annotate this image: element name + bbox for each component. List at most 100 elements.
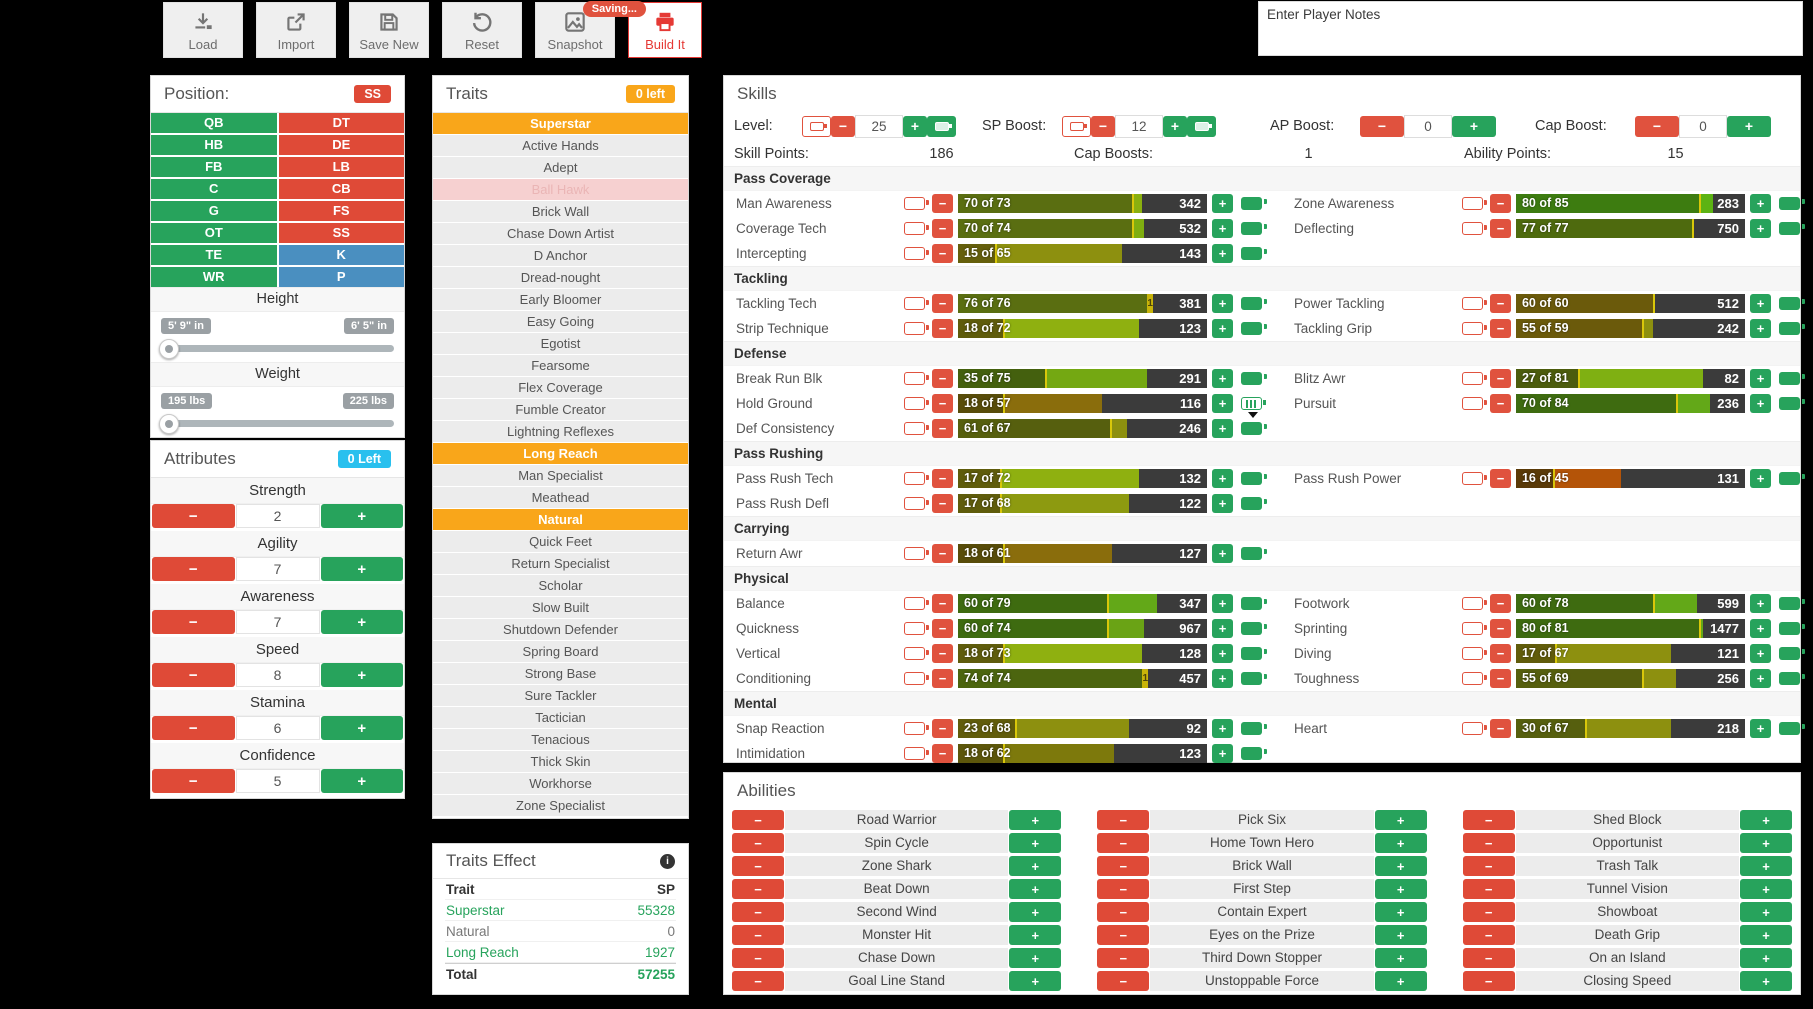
skill-increase-button[interactable] bbox=[1750, 369, 1771, 388]
skill-min-battery-button[interactable] bbox=[904, 247, 929, 260]
ability-increase-button[interactable] bbox=[1009, 902, 1062, 922]
ability-decrease-button[interactable] bbox=[732, 810, 784, 830]
attribute-increase-button[interactable] bbox=[320, 663, 403, 687]
trait-item-meathead[interactable]: Meathead bbox=[433, 487, 688, 508]
trait-item-lightning-reflexes[interactable]: Lightning Reflexes bbox=[433, 421, 688, 442]
trait-item-quick-feet[interactable]: Quick Feet bbox=[433, 531, 688, 552]
skill-max-battery-button[interactable] bbox=[1240, 222, 1267, 235]
load-button[interactable]: Load bbox=[163, 2, 243, 58]
skill-decrease-button[interactable] bbox=[1489, 619, 1511, 638]
weight-slider[interactable] bbox=[159, 414, 394, 434]
trait-item-active-hands[interactable]: Active Hands bbox=[433, 135, 688, 156]
cap-boost-decrease-button[interactable] bbox=[1635, 115, 1679, 137]
skill-min-battery-button[interactable] bbox=[904, 497, 929, 510]
skill-increase-button[interactable] bbox=[1750, 294, 1771, 313]
ability-decrease-button[interactable] bbox=[1462, 833, 1515, 853]
height-slider[interactable] bbox=[159, 339, 394, 359]
skill-decrease-button[interactable] bbox=[932, 594, 953, 613]
position-button-hb[interactable]: HB bbox=[151, 135, 277, 155]
ability-increase-button[interactable] bbox=[1374, 833, 1427, 853]
position-button-wr[interactable]: WR bbox=[151, 267, 277, 287]
ability-decrease-button[interactable] bbox=[1462, 971, 1515, 991]
skill-increase-button[interactable] bbox=[1211, 719, 1233, 738]
trait-item-fearsome[interactable]: Fearsome bbox=[433, 355, 688, 376]
trait-item-man-specialist[interactable]: Man Specialist bbox=[433, 465, 688, 486]
trait-item-long-reach[interactable]: Long Reach bbox=[433, 443, 688, 464]
skill-increase-button[interactable] bbox=[1211, 419, 1233, 438]
skill-min-battery-button[interactable] bbox=[1461, 622, 1487, 635]
attribute-decrease-button[interactable] bbox=[152, 769, 235, 793]
skill-increase-button[interactable] bbox=[1211, 544, 1233, 563]
ability-increase-button[interactable] bbox=[1374, 810, 1427, 830]
skill-max-battery-button[interactable] bbox=[1240, 372, 1267, 385]
skill-max-battery-button[interactable] bbox=[1779, 222, 1805, 235]
trait-item-superstar[interactable]: Superstar bbox=[433, 113, 688, 134]
skill-min-battery-button[interactable] bbox=[1461, 222, 1487, 235]
position-button-cb[interactable]: CB bbox=[278, 179, 404, 199]
ability-decrease-button[interactable] bbox=[1462, 810, 1515, 830]
trait-item-shutdown-defender[interactable]: Shutdown Defender bbox=[433, 619, 688, 640]
attribute-decrease-button[interactable] bbox=[152, 716, 235, 740]
skill-max-battery-button[interactable] bbox=[1240, 197, 1267, 210]
skill-min-battery-button[interactable] bbox=[1461, 322, 1487, 335]
skill-increase-button[interactable] bbox=[1211, 219, 1233, 238]
skill-decrease-button[interactable] bbox=[932, 244, 953, 263]
trait-item-easy-going[interactable]: Easy Going bbox=[433, 311, 688, 332]
skill-min-battery-button[interactable] bbox=[904, 597, 929, 610]
position-button-lb[interactable]: LB bbox=[278, 157, 404, 177]
skill-increase-button[interactable] bbox=[1211, 244, 1233, 263]
skill-min-battery-button[interactable] bbox=[904, 472, 929, 485]
info-icon[interactable]: i bbox=[660, 853, 675, 869]
skill-min-battery-button[interactable] bbox=[904, 672, 929, 685]
position-button-fb[interactable]: FB bbox=[151, 157, 277, 177]
ability-decrease-button[interactable] bbox=[732, 879, 784, 899]
skill-increase-button[interactable] bbox=[1750, 669, 1771, 688]
skill-max-battery-button[interactable] bbox=[1240, 597, 1267, 610]
level-value[interactable]: 25 bbox=[855, 114, 903, 138]
trait-item-ball-hawk[interactable]: Ball Hawk bbox=[433, 179, 688, 200]
ability-increase-button[interactable] bbox=[1009, 833, 1062, 853]
ability-increase-button[interactable] bbox=[1009, 856, 1062, 876]
position-button-c[interactable]: C bbox=[151, 179, 277, 199]
ability-increase-button[interactable] bbox=[1374, 925, 1427, 945]
level-increase-button[interactable] bbox=[903, 115, 927, 137]
ability-increase-button[interactable] bbox=[1739, 925, 1792, 945]
skill-increase-button[interactable] bbox=[1211, 619, 1233, 638]
cap-boost-increase-button[interactable] bbox=[1727, 115, 1771, 137]
skill-decrease-button[interactable] bbox=[932, 644, 953, 663]
skill-increase-button[interactable] bbox=[1211, 669, 1233, 688]
ability-increase-button[interactable] bbox=[1739, 971, 1792, 991]
ability-decrease-button[interactable] bbox=[732, 948, 784, 968]
skill-max-battery-button[interactable] bbox=[1240, 322, 1267, 335]
skill-max-battery-button[interactable] bbox=[1779, 672, 1805, 685]
skill-decrease-button[interactable] bbox=[1489, 219, 1511, 238]
save-new-button[interactable]: Save New bbox=[349, 2, 429, 58]
ability-decrease-button[interactable] bbox=[1462, 856, 1515, 876]
cap-boost-value[interactable]: 0 bbox=[1679, 114, 1727, 138]
skill-increase-button[interactable] bbox=[1211, 744, 1233, 763]
skill-min-battery-button[interactable] bbox=[904, 722, 929, 735]
ability-increase-button[interactable] bbox=[1374, 856, 1427, 876]
skill-min-battery-button[interactable] bbox=[904, 322, 929, 335]
skill-increase-button[interactable] bbox=[1211, 644, 1233, 663]
skill-min-battery-button[interactable] bbox=[904, 647, 929, 660]
ability-decrease-button[interactable] bbox=[1462, 879, 1515, 899]
ability-increase-button[interactable] bbox=[1374, 879, 1427, 899]
position-button-p[interactable]: P bbox=[278, 267, 404, 287]
reset-button[interactable]: Reset bbox=[442, 2, 522, 58]
skill-min-battery-button[interactable] bbox=[904, 397, 929, 410]
skill-max-battery-button[interactable] bbox=[1779, 322, 1805, 335]
skill-decrease-button[interactable] bbox=[932, 369, 953, 388]
ability-decrease-button[interactable] bbox=[1097, 925, 1150, 945]
ability-increase-button[interactable] bbox=[1739, 948, 1792, 968]
trait-item-scholar[interactable]: Scholar bbox=[433, 575, 688, 596]
ability-decrease-button[interactable] bbox=[732, 833, 784, 853]
position-button-ot[interactable]: OT bbox=[151, 223, 277, 243]
skill-increase-button[interactable] bbox=[1750, 219, 1771, 238]
skill-decrease-button[interactable] bbox=[932, 494, 953, 513]
trait-item-chase-down-artist[interactable]: Chase Down Artist bbox=[433, 223, 688, 244]
attribute-decrease-button[interactable] bbox=[152, 610, 235, 634]
player-notes-input[interactable] bbox=[1258, 1, 1803, 56]
ability-decrease-button[interactable] bbox=[1462, 948, 1515, 968]
skill-min-battery-button[interactable] bbox=[904, 547, 929, 560]
